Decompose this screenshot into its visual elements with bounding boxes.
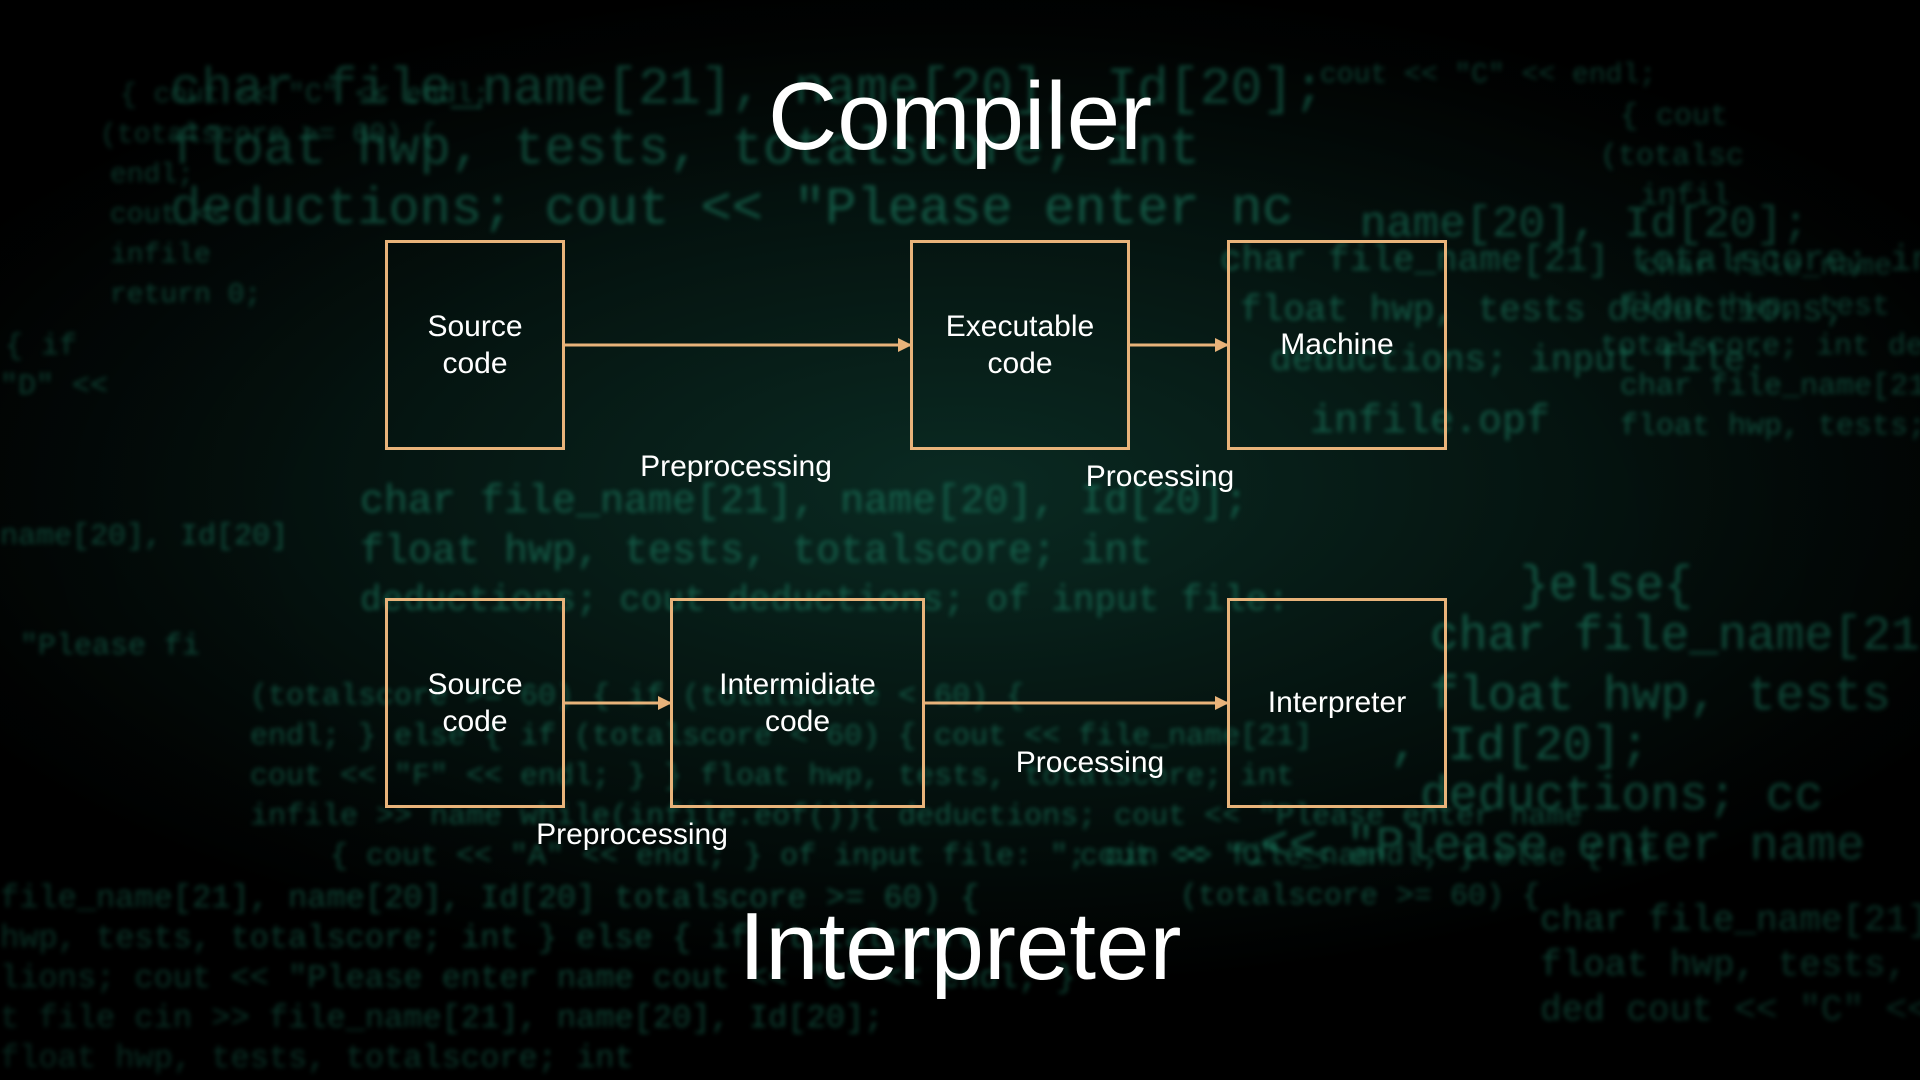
background-code-line: char file_name[21 [1620, 370, 1920, 404]
background-code-line: cout << [110, 200, 228, 231]
node-c_exec: Executable code [910, 240, 1130, 450]
background-code-line: float hwp, tests, totalscore; int [360, 530, 1152, 575]
compiler-title: Compiler [0, 62, 1920, 172]
background-code-line: totalscore; int deductions; [1600, 330, 1920, 364]
diagram-stage: { cout << "C" << endl;(totalscore >= 60)… [0, 0, 1920, 1080]
node-i_inter: Intermidiate code [670, 598, 925, 808]
background-code-line: << "Please enter name [1260, 820, 1865, 874]
interpreter-title: Interpreter [0, 892, 1920, 1002]
edge-label-c_exec-to-c_machine: Processing [1040, 460, 1280, 494]
background-code-line: { if [5, 330, 77, 364]
background-code-line: infil [1640, 180, 1730, 214]
background-code-line: float hwp, tests; [1620, 410, 1920, 444]
background-code-line: { cout << "A" << endl; } of input file: … [330, 840, 1374, 874]
background-code-line: t file cin >> file_name[21], name[20], I… [0, 1000, 883, 1037]
background-code-line: infile [110, 240, 211, 271]
background-code-line: "D" << [0, 370, 108, 404]
edge-label-c_source-to-c_exec: Preprocessing [616, 450, 856, 484]
background-code-line: float hwp, tests [1430, 670, 1891, 724]
background-code-line: return 0; [110, 280, 261, 311]
background-code-line: deductions; cout << "Please enter nc [170, 180, 1293, 239]
background-code-line: name[20], Id[20] [0, 520, 288, 554]
background-code-line: char file_name [1640, 250, 1892, 284]
node-c_machine: Machine [1227, 240, 1447, 450]
background-code-line: char file_name[21 [1430, 610, 1920, 664]
background-code-line: "Please fi [20, 630, 200, 664]
edge-label-i_source-to-i_inter: Preprocessing [512, 818, 752, 852]
background-code-line: cout << "C" << endl; } else { if [1080, 840, 1656, 874]
background-code-line: deductions; cc [1420, 770, 1823, 824]
node-i_interp: Interpreter [1227, 598, 1447, 808]
background-code-line: }else{ [1520, 560, 1693, 614]
background-code-line: float hwp, tests, totalscore; int [0, 1040, 634, 1077]
background-code-line: float hwp, test [1620, 290, 1890, 324]
node-i_source: Source code [385, 598, 565, 808]
edge-label-i_inter-to-i_interp: Processing [970, 746, 1210, 780]
node-c_source: Source code [385, 240, 565, 450]
